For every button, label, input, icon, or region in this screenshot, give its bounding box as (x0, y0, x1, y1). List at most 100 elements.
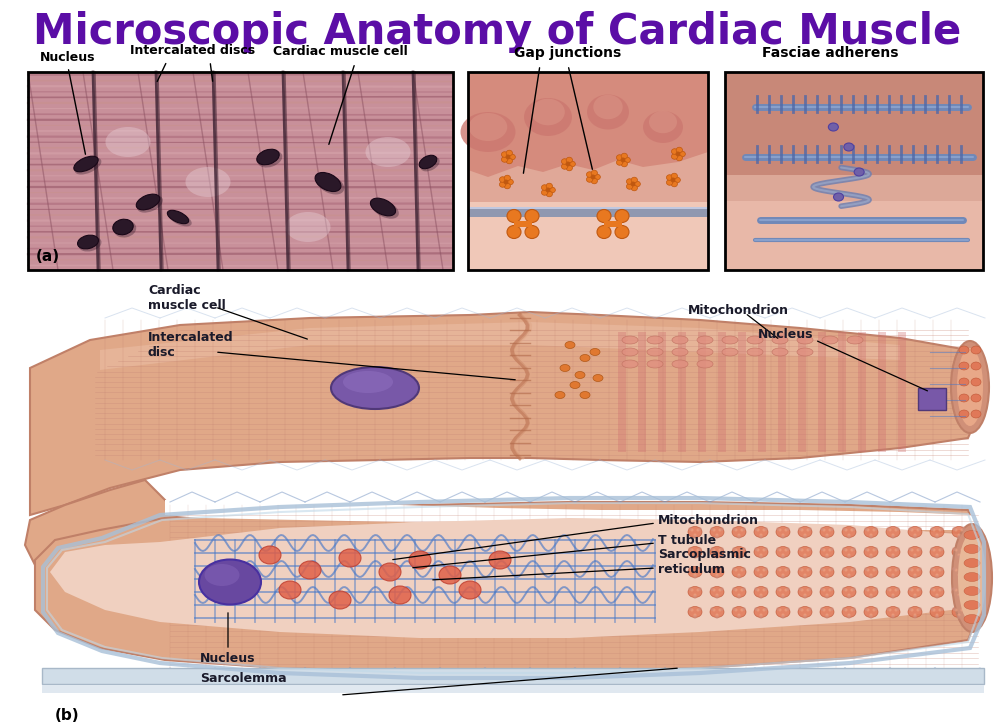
Circle shape (712, 529, 715, 531)
Circle shape (780, 554, 783, 557)
Circle shape (806, 568, 809, 571)
Bar (718, 332, 726, 452)
Ellipse shape (963, 586, 979, 596)
Circle shape (846, 615, 850, 619)
Circle shape (763, 568, 767, 570)
Ellipse shape (775, 547, 789, 557)
Circle shape (690, 609, 693, 612)
Ellipse shape (590, 178, 596, 184)
Circle shape (917, 607, 920, 611)
Ellipse shape (908, 586, 921, 597)
Circle shape (953, 549, 956, 552)
Circle shape (828, 549, 831, 552)
Circle shape (824, 555, 828, 559)
Ellipse shape (753, 567, 767, 578)
Ellipse shape (525, 226, 539, 239)
Circle shape (715, 573, 718, 576)
Ellipse shape (797, 567, 811, 578)
Circle shape (939, 527, 943, 531)
Circle shape (825, 554, 828, 557)
Circle shape (819, 607, 823, 611)
Circle shape (758, 535, 762, 539)
Ellipse shape (958, 362, 968, 370)
Circle shape (807, 607, 811, 611)
Circle shape (844, 568, 847, 571)
Circle shape (761, 568, 764, 571)
Circle shape (908, 568, 911, 570)
Ellipse shape (541, 189, 548, 195)
Ellipse shape (339, 549, 361, 567)
Ellipse shape (585, 172, 592, 177)
Ellipse shape (646, 348, 662, 356)
Circle shape (866, 549, 869, 552)
Bar (637, 332, 645, 452)
Ellipse shape (697, 360, 713, 368)
Circle shape (715, 534, 718, 536)
Circle shape (874, 527, 877, 531)
Circle shape (891, 614, 894, 617)
Circle shape (715, 615, 718, 619)
Circle shape (807, 547, 811, 551)
Bar (28, 72, 452, 270)
Circle shape (822, 568, 825, 571)
Circle shape (712, 549, 715, 552)
Ellipse shape (620, 158, 625, 163)
Ellipse shape (963, 544, 979, 554)
Ellipse shape (256, 149, 279, 165)
Ellipse shape (565, 341, 575, 348)
Circle shape (819, 568, 823, 570)
Ellipse shape (671, 336, 687, 344)
Circle shape (806, 609, 809, 612)
Ellipse shape (697, 348, 713, 356)
Ellipse shape (671, 360, 687, 368)
Circle shape (802, 615, 806, 619)
Circle shape (886, 607, 889, 611)
Circle shape (758, 573, 761, 576)
Circle shape (886, 568, 889, 570)
Circle shape (891, 555, 894, 559)
Circle shape (783, 589, 786, 591)
Circle shape (888, 549, 891, 552)
Circle shape (869, 615, 872, 619)
Ellipse shape (951, 526, 965, 537)
Circle shape (866, 568, 869, 571)
Text: Cardiac muscle cell: Cardiac muscle cell (272, 45, 407, 58)
Ellipse shape (546, 183, 552, 189)
Circle shape (732, 607, 735, 611)
Ellipse shape (418, 155, 436, 168)
Circle shape (908, 547, 911, 551)
Circle shape (718, 568, 721, 571)
Ellipse shape (499, 176, 505, 182)
Circle shape (718, 589, 721, 591)
Bar (757, 332, 765, 452)
Circle shape (912, 554, 915, 557)
Ellipse shape (167, 210, 189, 223)
Ellipse shape (257, 150, 282, 168)
Circle shape (693, 594, 696, 596)
Circle shape (912, 573, 915, 576)
Ellipse shape (546, 191, 552, 197)
Ellipse shape (460, 112, 515, 152)
Circle shape (780, 576, 784, 579)
Circle shape (915, 529, 918, 531)
Circle shape (959, 609, 962, 612)
Circle shape (822, 589, 825, 591)
Text: Microscopic Anatomy of Cardiac Muscle: Microscopic Anatomy of Cardiac Muscle (33, 11, 960, 53)
Circle shape (732, 568, 735, 570)
Circle shape (829, 587, 833, 591)
Circle shape (847, 534, 850, 536)
Bar (777, 332, 785, 452)
Circle shape (828, 609, 831, 612)
Text: Fasciae adherens: Fasciae adherens (761, 46, 898, 60)
Circle shape (912, 534, 915, 536)
Circle shape (874, 587, 877, 591)
Ellipse shape (687, 526, 702, 537)
Circle shape (891, 535, 894, 539)
Circle shape (939, 607, 943, 611)
Ellipse shape (566, 165, 572, 171)
Bar (467, 72, 708, 270)
Ellipse shape (958, 378, 968, 386)
Ellipse shape (819, 547, 833, 557)
Ellipse shape (621, 360, 637, 368)
Bar (898, 332, 906, 452)
